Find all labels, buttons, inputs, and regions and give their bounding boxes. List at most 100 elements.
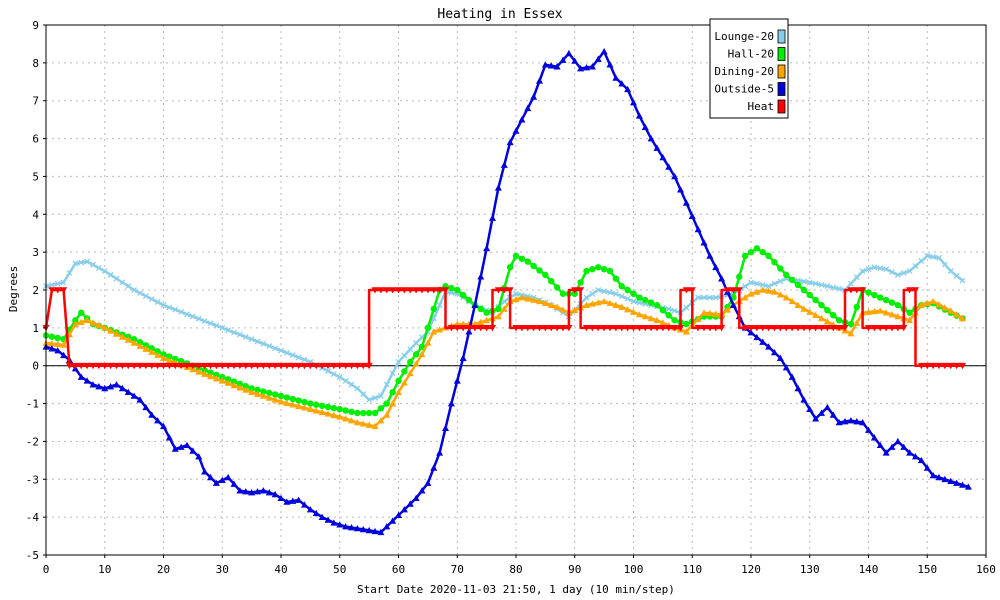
y-tick-label: -3 [26, 473, 39, 486]
legend-swatch [777, 47, 786, 61]
data-point-outside-5 [201, 468, 209, 475]
data-point-hall-20 [659, 306, 667, 314]
data-point-lounge-20 [172, 306, 179, 313]
data-point-hall-20 [512, 252, 520, 260]
data-point-hall-20 [313, 401, 320, 408]
data-point-outside-5 [624, 85, 632, 93]
data-point-lounge-20 [260, 340, 267, 347]
data-point-lounge-20 [824, 283, 831, 290]
data-point-outside-5 [536, 77, 543, 84]
data-point-heat [700, 325, 708, 332]
data-point-dining-20 [436, 326, 444, 333]
data-point-outside-5 [48, 345, 56, 352]
data-point-outside-5 [647, 135, 655, 142]
data-point-outside-5 [248, 489, 256, 496]
data-point-dining-20 [894, 313, 902, 320]
data-point-dining-20 [107, 327, 115, 334]
data-point-lounge-20 [225, 327, 232, 334]
data-point-lounge-20 [113, 275, 120, 282]
data-point-outside-5 [765, 343, 773, 350]
data-point-dining-20 [430, 328, 438, 335]
data-point-heat [66, 362, 73, 370]
data-point-heat [142, 362, 150, 370]
data-point-hall-20 [424, 324, 432, 332]
data-point-lounge-20 [213, 322, 220, 329]
data-point-outside-5 [771, 348, 778, 356]
data-point-lounge-20 [595, 287, 602, 293]
x-tick-label: 80 [509, 563, 522, 576]
data-point-lounge-20 [283, 349, 290, 356]
data-point-heat [876, 325, 884, 332]
x-tick-label: 0 [43, 563, 50, 576]
data-point-heat [201, 362, 209, 370]
data-point-outside-5 [406, 500, 414, 507]
data-point-dining-20 [765, 287, 773, 294]
data-point-lounge-20 [160, 302, 167, 309]
data-point-heat [612, 325, 620, 332]
y-tick-label: 0 [32, 360, 39, 373]
data-point-hall-20 [524, 258, 531, 265]
data-point-dining-20 [700, 309, 708, 316]
data-point-outside-5 [571, 57, 579, 64]
legend-label: Dining-20 [714, 65, 774, 78]
data-point-heat [336, 362, 344, 370]
data-point-hall-20 [430, 305, 437, 313]
data-point-hall-20 [595, 264, 602, 271]
data-point-lounge-20 [195, 315, 202, 322]
data-point-lounge-20 [748, 279, 754, 286]
data-point-hall-20 [665, 312, 672, 319]
data-point-hall-20 [577, 279, 584, 286]
data-point-lounge-20 [248, 336, 255, 343]
data-point-dining-20 [724, 306, 731, 313]
data-point-heat [254, 362, 261, 370]
data-point-hall-20 [166, 353, 173, 360]
y-tick-label: 8 [32, 57, 39, 70]
data-point-dining-20 [800, 305, 808, 312]
data-point-outside-5 [653, 144, 661, 151]
data-point-hall-20 [277, 392, 285, 400]
data-point-heat [688, 287, 696, 294]
data-point-hall-20 [906, 309, 913, 316]
data-point-heat [741, 325, 749, 332]
legend-label: Heat [748, 100, 775, 113]
data-point-outside-5 [677, 186, 684, 193]
data-point-dining-20 [494, 313, 502, 320]
data-point-outside-5 [688, 212, 696, 219]
x-tick-label: 10 [98, 563, 111, 576]
chart-title: Heating in Essex [437, 7, 562, 22]
ticks: 0 10 20 30 40 50 60 70 80 90 100 110 120 130 140 150 160… [26, 19, 996, 576]
data-point-outside-5 [964, 483, 972, 490]
data-point-heat [706, 325, 714, 332]
data-point-outside-5 [430, 464, 438, 471]
data-point-heat [759, 325, 767, 332]
data-point-heat [753, 325, 761, 332]
data-point-dining-20 [606, 299, 614, 307]
data-point-lounge-20 [959, 277, 966, 284]
data-point-heat [659, 325, 667, 332]
data-point-hall-20 [271, 391, 279, 398]
data-point-lounge-20 [342, 377, 349, 384]
y-tick-label: 1 [32, 322, 39, 335]
data-point-outside-5 [888, 443, 896, 450]
data-point-hall-20 [542, 271, 549, 279]
data-point-hall-20 [465, 296, 473, 304]
data-point-dining-20 [295, 402, 303, 410]
data-point-outside-5 [630, 99, 637, 106]
data-point-dining-20 [847, 330, 855, 337]
data-point-hall-20 [307, 400, 314, 407]
data-point-outside-5 [312, 509, 320, 517]
y-tick-label: -5 [26, 549, 39, 562]
data-point-lounge-20 [101, 268, 108, 275]
data-point-hall-20 [224, 376, 232, 383]
data-point-lounge-20 [348, 381, 355, 388]
data-point-hall-20 [407, 358, 414, 366]
data-point-outside-5 [171, 445, 179, 452]
data-point-heat [242, 362, 250, 370]
data-point-outside-5 [348, 524, 355, 531]
data-point-lounge-20 [830, 284, 837, 291]
data-point-outside-5 [806, 405, 814, 413]
data-point-lounge-20 [501, 298, 508, 305]
data-point-dining-20 [906, 316, 914, 324]
data-point-outside-5 [788, 373, 796, 380]
data-point-heat [295, 362, 303, 370]
